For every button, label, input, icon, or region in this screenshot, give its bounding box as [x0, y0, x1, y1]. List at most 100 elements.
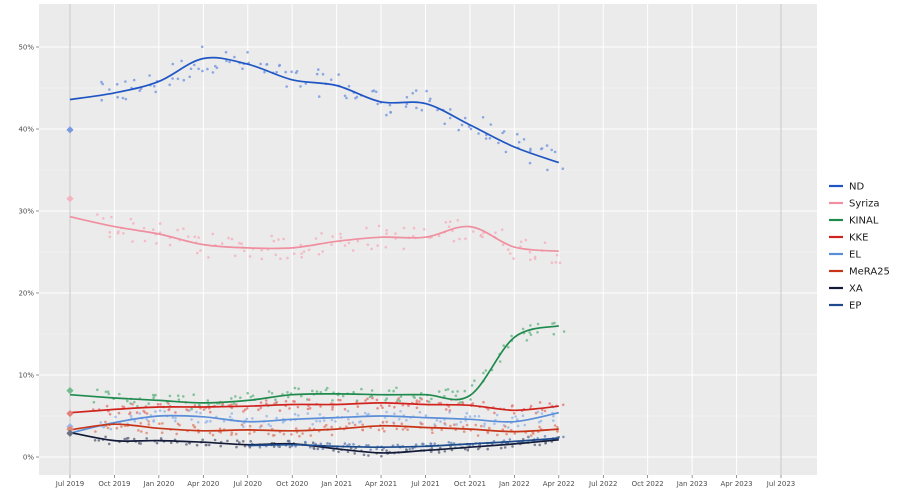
poll-point-el	[152, 420, 155, 423]
poll-point-nd	[345, 96, 348, 100]
poll-point-ep	[369, 448, 372, 452]
poll-point-mera25	[240, 423, 244, 427]
poll-point-ep	[321, 447, 325, 451]
poll-point-nd	[546, 168, 549, 172]
poll-point-kke	[425, 399, 429, 403]
poll-point-mera25	[248, 432, 251, 435]
poll-point-el	[114, 415, 117, 419]
poll-point-nd	[516, 132, 519, 136]
poll-point-syriza	[102, 217, 105, 220]
poll-point-syriza	[155, 242, 158, 245]
poll-point-ep	[508, 438, 512, 441]
poll-point-ep	[562, 435, 565, 439]
poll-point-kke	[143, 411, 147, 414]
poll-point-syriza	[186, 235, 190, 238]
poll-point-mera25	[137, 429, 140, 432]
poll-point-el	[552, 414, 555, 418]
poll-point-nd	[132, 78, 136, 82]
poll-point-kke	[108, 412, 112, 416]
poll-point-syriza	[143, 239, 147, 243]
poll-point-mera25	[253, 430, 256, 433]
poll-point-xa	[466, 448, 470, 452]
poll-point-xa	[367, 454, 370, 457]
poll-point-syriza	[385, 229, 389, 232]
poll-point-el	[293, 412, 297, 416]
poll-point-kinal	[198, 403, 201, 407]
poll-point-xa	[464, 447, 467, 451]
poll-point-nd	[337, 73, 341, 76]
poll-point-kinal	[536, 331, 539, 334]
poll-point-kke	[407, 404, 410, 408]
poll-point-el	[351, 421, 355, 424]
poll-point-kinal	[352, 390, 355, 394]
poll-point-kke	[307, 398, 311, 402]
x-tick-label: Jul 2021	[410, 480, 440, 488]
poll-point-kinal	[370, 389, 374, 392]
poll-point-syriza	[129, 217, 133, 221]
poll-point-xa	[511, 445, 514, 448]
poll-point-el	[163, 410, 166, 413]
poll-point-mera25	[147, 420, 150, 423]
poll-point-kke	[128, 411, 132, 415]
poll-point-mera25	[353, 423, 357, 427]
poll-point-syriza	[422, 228, 426, 231]
poll-point-mera25	[139, 421, 142, 425]
poll-point-kinal	[536, 322, 540, 326]
poll-point-kinal	[552, 332, 556, 336]
poll-point-el	[511, 416, 514, 420]
poll-point-el	[129, 414, 133, 418]
y-tick-label: 10%	[18, 372, 34, 380]
poll-point-mera25	[298, 434, 301, 438]
poll-point-kinal	[249, 395, 253, 399]
poll-point-syriza	[394, 232, 397, 235]
poll-point-nd	[385, 113, 388, 117]
poll-point-mera25	[345, 425, 348, 429]
x-tick-label: Jan 2020	[142, 480, 174, 488]
poll-point-xa	[159, 437, 163, 440]
poll-point-mera25	[176, 422, 180, 426]
poll-point-kinal	[395, 386, 398, 390]
poll-point-nd	[467, 125, 471, 128]
poll-point-syriza	[168, 243, 172, 247]
poll-point-nd	[484, 137, 488, 140]
poll-point-nd	[211, 71, 215, 74]
poll-point-el	[521, 414, 525, 418]
poll-point-syriza	[543, 241, 547, 244]
poll-point-xa	[195, 443, 199, 447]
election-lines	[69, 4, 782, 475]
poll-point-xa	[185, 443, 188, 446]
poll-point-mera25	[323, 425, 326, 429]
poll-point-el	[482, 424, 486, 428]
poll-point-mera25	[308, 427, 312, 430]
poll-point-nd	[354, 96, 357, 100]
poll-point-syriza	[464, 237, 467, 240]
poll-point-kke	[510, 404, 514, 408]
poll-point-kke	[381, 406, 384, 410]
poll-point-kinal	[246, 391, 249, 395]
trend-line-nd	[69, 56, 560, 164]
poll-point-ep	[429, 442, 433, 445]
poll-point-kke	[393, 405, 396, 409]
y-tick-label: 20%	[18, 290, 34, 298]
poll-point-el	[483, 422, 486, 426]
poll-point-syriza	[300, 255, 304, 259]
poll-point-kke	[259, 401, 263, 404]
legend-label-kinal: KINAL	[849, 216, 879, 227]
poll-point-ep	[450, 441, 453, 445]
poll-point-mera25	[504, 425, 507, 428]
poll-point-kke	[337, 398, 340, 402]
poll-point-el	[109, 427, 113, 431]
poll-point-el	[347, 418, 350, 421]
poll-point-kinal	[104, 390, 108, 394]
poll-point-syriza	[330, 243, 333, 246]
poll-point-kinal	[331, 399, 334, 402]
poll-point-ep	[304, 441, 307, 444]
poll-point-xa	[123, 437, 126, 441]
poll-point-nd	[148, 74, 151, 77]
poll-point-nd	[415, 106, 418, 110]
poll-point-nd	[176, 77, 180, 81]
poll-point-kinal	[459, 401, 462, 404]
poll-point-el	[514, 415, 517, 418]
poll-point-kinal	[176, 394, 180, 398]
poll-point-el	[473, 414, 477, 418]
